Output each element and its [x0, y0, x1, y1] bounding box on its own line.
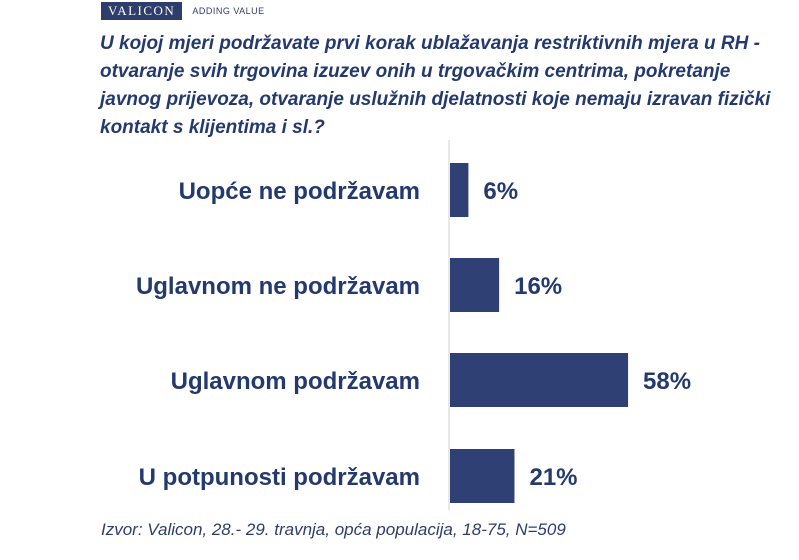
bar	[450, 163, 469, 217]
category-label: Uglavnom ne podržavam	[136, 273, 420, 300]
value-label: 6%	[483, 178, 518, 205]
value-label: 21%	[529, 464, 577, 491]
survey-question: U kojoj mjeri podržavate prvi korak ubla…	[100, 33, 771, 138]
bar	[450, 258, 500, 312]
brand-logo: VALICON ADDING VALUE	[101, 2, 265, 20]
category-label: Uglavnom podržavam	[171, 368, 420, 395]
bar	[450, 449, 515, 503]
brand-tagline: ADDING VALUE	[192, 6, 265, 16]
category-label: U potpunosti podržavam	[139, 464, 420, 491]
bar	[450, 353, 629, 407]
value-label: 58%	[643, 368, 691, 395]
brand-name: VALICON	[101, 2, 183, 20]
category-label: Uopće ne podržavam	[179, 178, 420, 205]
source-note: Izvor: Valicon, 28.- 29. travnja, opća p…	[101, 520, 566, 539]
value-label: 16%	[514, 273, 562, 300]
